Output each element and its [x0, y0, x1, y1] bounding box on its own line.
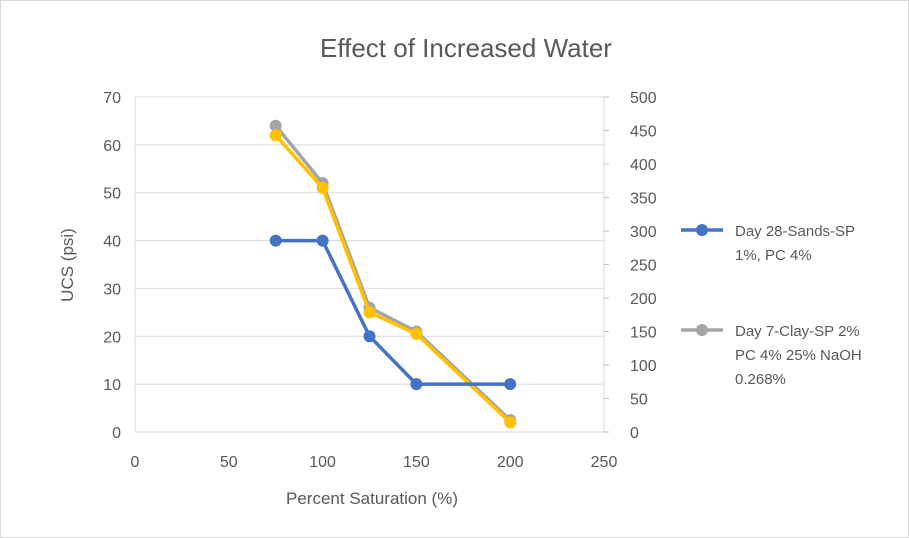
- legend-label: 1%, PC 4%: [735, 247, 812, 264]
- series-line: [275, 238, 511, 386]
- legend: Day 28-Sands-SP 1%, PC 4% Day 7-Clay-SP 2%…: [681, 223, 862, 388]
- y-axis-left: 0 10 20 30 40 50 60 70: [103, 90, 121, 442]
- y2-tick-label: 200: [630, 291, 657, 308]
- x-tick-label: 0: [131, 454, 140, 471]
- y-tick-label: 20: [103, 329, 121, 346]
- series-line: [274, 134, 512, 424]
- plot-series: [269, 119, 517, 429]
- x-tick-label: 100: [309, 454, 336, 471]
- y2-tick-label: 50: [630, 392, 648, 409]
- y2-tick-label: 0: [630, 425, 639, 442]
- legend-swatch-marker: [696, 324, 708, 336]
- chart-title: Effect of Increased Water: [320, 33, 612, 63]
- y-axis-title: UCS (psi): [58, 228, 77, 302]
- legend-label: Day 28-Sands-SP: [735, 223, 855, 240]
- x-tick-label: 200: [497, 454, 524, 471]
- y-tick-label: 60: [103, 138, 121, 155]
- legend-swatch-marker: [696, 224, 708, 236]
- data-point: [363, 306, 376, 319]
- y-tick-label: 10: [103, 377, 121, 394]
- x-axis: 0 50 100 150 200 250: [131, 454, 618, 471]
- y-tick-label: 70: [103, 90, 121, 107]
- legend-label: PC 4% 25% NaOH: [735, 347, 862, 364]
- legend-label: Day 7-Clay-SP 2%: [735, 323, 860, 340]
- y2-tick-label: 300: [630, 224, 657, 241]
- x-tick-label: 50: [220, 454, 238, 471]
- x-tick-label: 150: [403, 454, 430, 471]
- y2-tick-label: 350: [630, 191, 657, 208]
- x-axis-title: Percent Saturation (%): [286, 489, 458, 508]
- data-point: [316, 181, 329, 194]
- data-point: [504, 416, 517, 429]
- series-line: [274, 124, 512, 422]
- y2-tick-label: 150: [630, 325, 657, 342]
- y-axis-right: 0 50 100 150 200 250 300 350 400 450 500: [604, 90, 657, 442]
- gridlines: [134, 96, 605, 433]
- y-tick-label: 40: [103, 234, 121, 251]
- y2-tick-label: 250: [630, 258, 657, 275]
- data-point: [410, 378, 423, 391]
- data-point: [269, 129, 282, 142]
- legend-label: 0.268%: [735, 371, 786, 388]
- y2-tick-label: 500: [630, 90, 657, 107]
- y2-tick-label: 450: [630, 124, 657, 141]
- y2-tick-label: 100: [630, 358, 657, 375]
- data-point: [269, 119, 282, 132]
- data-point: [363, 330, 376, 343]
- y-tick-label: 30: [103, 281, 121, 298]
- y2-tick-label: 400: [630, 157, 657, 174]
- data-point: [269, 234, 282, 247]
- data-point: [504, 378, 517, 391]
- y-tick-label: 0: [112, 425, 121, 442]
- x-tick-label: 250: [591, 454, 618, 471]
- y-tick-label: 50: [103, 186, 121, 203]
- data-point: [410, 327, 423, 340]
- data-point: [316, 234, 329, 247]
